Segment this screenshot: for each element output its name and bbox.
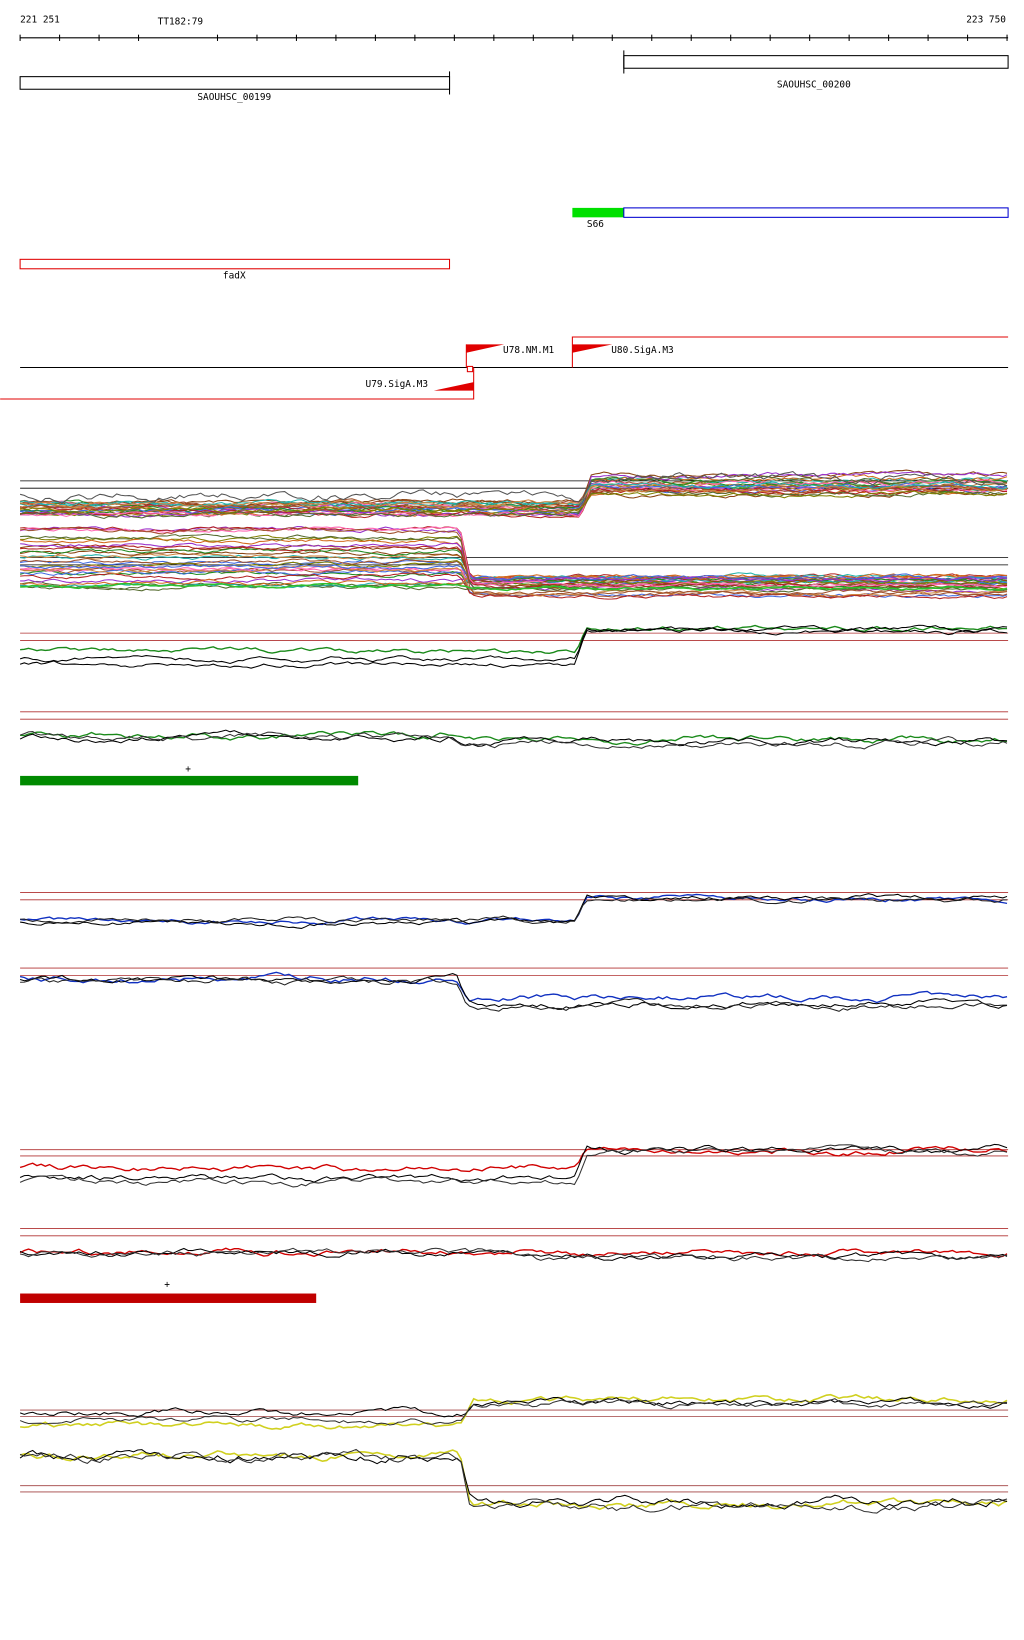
trace <box>20 975 1008 1012</box>
promoter-flag <box>433 382 474 391</box>
gene-label: SAOUHSC_00200 <box>777 80 851 91</box>
trace <box>20 624 1008 654</box>
expression-traces <box>19 469 1009 1514</box>
gene <box>623 55 1009 69</box>
transcript <box>571 336 1009 368</box>
trace <box>20 490 1008 514</box>
trace <box>19 1143 1008 1183</box>
feature <box>19 258 451 270</box>
trace <box>19 1449 1008 1511</box>
trace <box>19 730 1008 750</box>
ruler: 221 251 TT182:79 223 750 <box>19 14 1009 41</box>
trace <box>19 1144 1008 1188</box>
trace <box>19 973 1008 1010</box>
trace <box>20 485 1008 508</box>
promoter-flag <box>572 344 613 353</box>
trace <box>19 1247 1008 1258</box>
trace <box>20 896 1008 925</box>
genes: SAOUHSC_00199 SAOUHSC_00200 <box>19 50 1009 103</box>
feature-label: S66 <box>587 219 604 230</box>
promoters: U78.NM.M1 U80.SigA.M3 U79.SigA.M3 <box>0 336 1009 400</box>
trace <box>19 1398 1008 1426</box>
trace <box>20 474 1008 518</box>
trace <box>20 552 1008 583</box>
transcript <box>0 367 475 400</box>
trace <box>19 1448 1008 1514</box>
trace <box>20 478 1008 518</box>
strand-mark: + <box>185 764 191 775</box>
trace <box>19 971 1008 1004</box>
ruler-end: 223 750 <box>966 14 1006 25</box>
gene <box>19 76 451 90</box>
features: S66 fadX <box>19 207 1009 282</box>
strand-bar <box>20 1293 317 1303</box>
promoter-label: U78.NM.M1 <box>503 345 554 356</box>
trace <box>19 486 1008 512</box>
feature-label: fadX <box>223 271 246 282</box>
promoter-label: U79.SigA.M3 <box>366 379 429 390</box>
promoter-label: U80.SigA.M3 <box>611 345 674 356</box>
strand-mark: + <box>164 1280 170 1291</box>
strand-bar <box>20 775 359 786</box>
trace <box>19 565 1008 597</box>
strand-tracks: + + <box>20 764 359 1303</box>
feature <box>572 207 624 218</box>
trace <box>19 537 1008 582</box>
trace <box>19 1396 1008 1418</box>
trace <box>20 582 1008 592</box>
trace <box>19 626 1008 669</box>
promoter-flag <box>466 344 505 353</box>
trace <box>20 1393 1008 1430</box>
trace <box>20 573 1008 588</box>
promoter-box <box>466 365 474 373</box>
ruler-start: 221 251 <box>20 14 60 25</box>
trace <box>20 485 1008 519</box>
ruler-marker: TT182:79 <box>158 17 204 28</box>
feature <box>623 207 1009 218</box>
trace <box>19 1145 1008 1173</box>
trace <box>20 1247 1008 1263</box>
trace <box>19 624 1008 665</box>
trace <box>20 572 1008 600</box>
gene-label: SAOUHSC_00199 <box>197 92 271 103</box>
trace <box>20 526 1008 596</box>
trace <box>19 470 1008 504</box>
trace <box>20 564 1008 582</box>
trace <box>20 730 1008 746</box>
